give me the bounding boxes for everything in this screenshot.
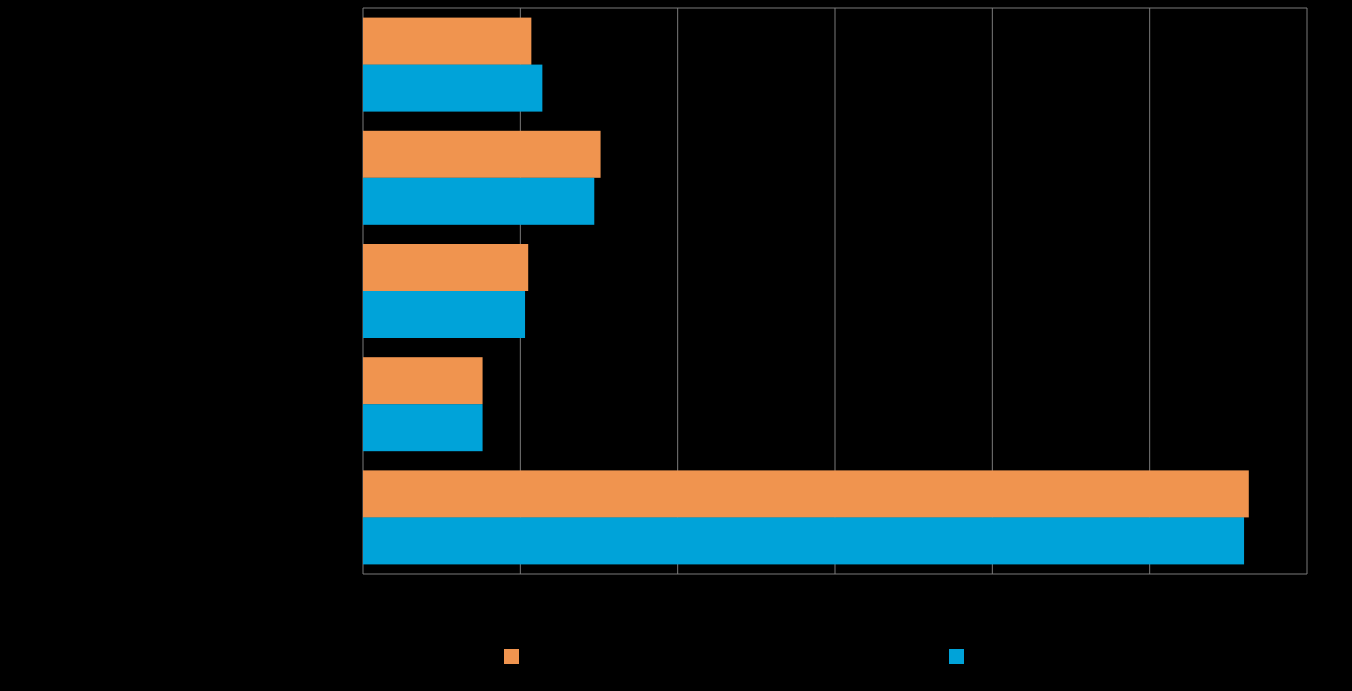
legend-swatch [504,649,519,664]
bar [363,517,1245,565]
bar [363,244,529,291]
bar [363,130,601,178]
bar [363,404,483,452]
legend-swatch [949,649,964,664]
bar [363,470,1249,518]
bar [363,291,526,338]
bar [363,17,532,65]
bar [363,357,483,405]
bar [363,177,595,225]
bar [363,64,543,112]
